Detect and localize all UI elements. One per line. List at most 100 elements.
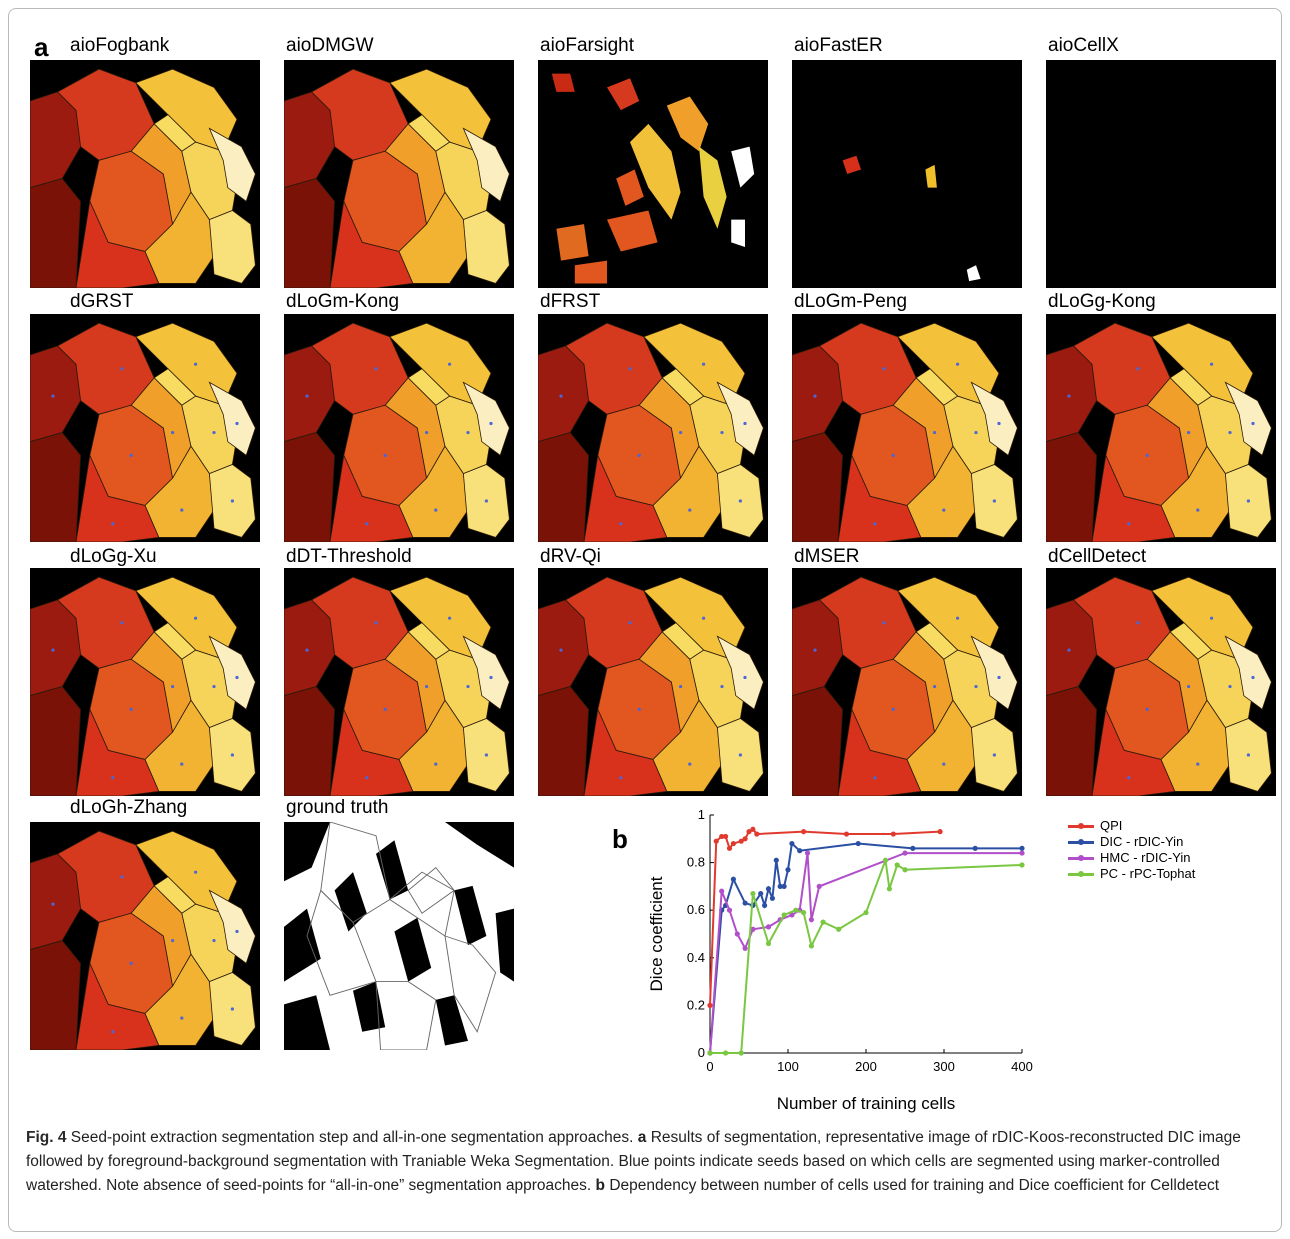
data-point (750, 890, 756, 897)
data-point (820, 919, 826, 925)
y-tick-label: 0.4 (687, 950, 705, 965)
tile-label: dLoGg-Xu (70, 546, 157, 567)
caption-title: Fig. 4 (26, 1129, 67, 1146)
panel-b-letter: b (612, 824, 628, 854)
data-point (777, 883, 783, 889)
tile-label: dLoGh-Zhang (70, 797, 188, 818)
segmentation-tile (284, 60, 514, 288)
x-tick-label: 300 (933, 1059, 955, 1074)
data-point (910, 845, 916, 851)
data-point (902, 867, 908, 873)
data-point (726, 907, 733, 913)
figure-frame (8, 8, 1282, 1232)
data-point (801, 829, 807, 835)
data-point (769, 895, 775, 901)
x-tick-label: 100 (777, 1059, 799, 1074)
segmentation-image (1046, 314, 1276, 542)
legend-label: QPI (1100, 818, 1123, 833)
data-point (894, 862, 900, 868)
segmentation-tile (1046, 568, 1276, 796)
y-tick-label: 0.2 (687, 997, 705, 1012)
data-point (801, 909, 807, 916)
caption-a-letter: a (637, 1129, 647, 1146)
data-point (762, 902, 768, 909)
legend-marker (1078, 871, 1084, 877)
data-point (773, 857, 779, 863)
data-point (843, 831, 850, 837)
segmentation-tile (1046, 60, 1276, 288)
data-point (797, 848, 803, 854)
data-point (789, 912, 795, 918)
data-point (793, 907, 799, 913)
segmentation-image (538, 314, 768, 542)
segmentation-tile (538, 568, 768, 796)
series-line (709, 827, 941, 1006)
data-point (765, 940, 772, 947)
tile-label: aioCellX (1048, 35, 1119, 56)
data-point (765, 924, 772, 930)
series-line (709, 852, 1022, 1054)
data-point (754, 831, 760, 837)
segmentation-tile (792, 314, 1022, 542)
caption-intro: Seed-point extraction segmentation step … (70, 1129, 634, 1146)
segmentation-tile (1046, 314, 1276, 542)
data-point (781, 912, 787, 918)
legend-label: PC - rPC-Tophat (1100, 866, 1196, 881)
segmentation-tile (30, 822, 260, 1050)
segmentation-tile (792, 60, 1022, 288)
data-point (816, 883, 822, 889)
segmentation-tile (538, 60, 768, 288)
legend-label: HMC - rDIC-Yin (1100, 850, 1191, 865)
tile-label: dLoGm-Kong (286, 291, 400, 312)
segmentation-tile (30, 60, 260, 288)
legend-marker (1078, 855, 1084, 861)
y-tick-label: 0.6 (687, 902, 705, 917)
data-point (785, 867, 791, 873)
segmentation-image (30, 314, 260, 542)
segmentation-image (1046, 60, 1276, 288)
data-point (742, 836, 748, 842)
tile-label: dLoGg-Kong (1048, 291, 1156, 312)
x-axis-label: Number of training cells (777, 1094, 956, 1113)
tile-label: aioFarsight (540, 35, 634, 56)
caption-a-text: Results of segmentation, representative … (26, 1129, 1241, 1194)
legend-marker (1078, 839, 1084, 845)
segmentation-image (284, 60, 514, 288)
data-point (758, 890, 764, 897)
data-point (855, 840, 861, 847)
data-point (742, 900, 748, 906)
segmentation-image (538, 568, 768, 796)
data-point (734, 931, 740, 937)
data-point (781, 883, 787, 889)
segmentation-tile (538, 314, 768, 542)
tile-label: ground truth (286, 797, 389, 818)
data-point (750, 926, 756, 932)
segmentation-image (792, 60, 1022, 288)
data-point (804, 850, 811, 856)
data-point (713, 838, 719, 844)
data-point (789, 840, 795, 847)
data-point (863, 909, 869, 916)
tile-label: aioFastER (794, 35, 883, 56)
data-point (738, 1050, 744, 1056)
data-point (1019, 850, 1025, 856)
panel-a-letter: a (34, 32, 49, 62)
data-point (719, 888, 725, 894)
data-point (937, 829, 943, 835)
segmentation-image (284, 568, 514, 796)
caption-b-text: Dependency between number of cells used … (609, 1177, 1220, 1194)
data-point (882, 857, 889, 863)
segmentation-image (284, 314, 514, 542)
figure-caption: Fig. 4 Seed-point extraction segmentatio… (26, 1126, 1266, 1198)
dice-chart: 0 100 200 300 400 0 0.2 0.4 0.6 0.8 1 Number of tra… (647, 808, 1033, 1113)
tile-label: dFRST (540, 291, 601, 312)
segmentation-image (30, 822, 260, 1050)
legend-label: DIC - rDIC-Yin (1100, 834, 1184, 849)
data-point (1019, 845, 1025, 851)
data-point (719, 833, 725, 840)
data-point (886, 886, 892, 892)
x-tick-label: 200 (855, 1059, 877, 1074)
segmentation-tile (30, 314, 260, 542)
tile-label: dDT-Threshold (286, 546, 412, 567)
data-point (972, 845, 978, 851)
